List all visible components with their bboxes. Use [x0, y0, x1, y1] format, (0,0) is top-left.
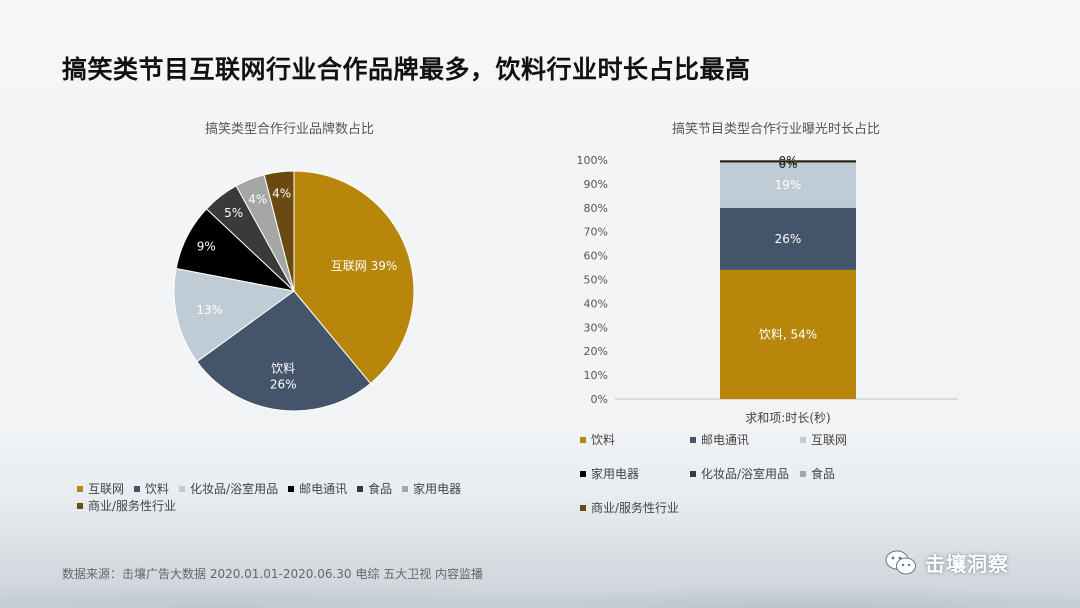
legend-swatch	[77, 502, 83, 509]
bar-legend-item-2: 互联网	[800, 431, 910, 448]
legend-label: 食品	[811, 467, 836, 481]
y-tick-label: 60%	[584, 250, 608, 263]
bar-label-4: 0%	[778, 157, 797, 171]
legend-swatch	[690, 436, 696, 443]
legend-swatch	[580, 504, 586, 511]
pie-label-3: 9%	[197, 239, 216, 253]
legend-label: 商业/服务性行业	[591, 501, 680, 515]
y-tick-label: 100%	[577, 154, 608, 167]
pie-slice-2	[173, 267, 296, 363]
bar-legend-item-5: 食品	[800, 465, 910, 482]
background-wave	[0, 488, 1080, 608]
bar-chart-title: 搞笑节目类型合作行业曝光时长占比	[672, 122, 881, 137]
legend-swatch	[580, 470, 586, 477]
bar-label-2: 19%	[775, 178, 802, 192]
legend-swatch	[77, 485, 83, 492]
pie-slice-0	[293, 170, 415, 385]
y-tick-label: 40%	[584, 297, 608, 310]
brand-name: 击壤洞察	[925, 552, 1009, 576]
legend-swatch	[800, 470, 806, 477]
legend-swatch	[580, 436, 586, 443]
legend-label: 互联网	[88, 482, 125, 496]
pie-legend-item-2: 化妆品/浴室用品	[179, 480, 278, 497]
legend-label: 饮料	[145, 482, 170, 496]
pie-label-6: 4%	[272, 186, 291, 200]
pie-legend-item-6: 商业/服务性行业	[77, 497, 176, 514]
legend-swatch	[134, 485, 141, 492]
page-title: 搞笑类节目互联网行业合作品牌最多，饮料行业时长占比最高	[62, 55, 751, 84]
data-source: 数据来源：击壤广告大数据 2020.01.01-2020.06.30 电综 五大…	[62, 567, 484, 581]
pie-label-5: 4%	[248, 193, 267, 207]
bar-label-0: 饮料, 54%	[759, 327, 817, 341]
bar-segment-1	[720, 207, 856, 270]
pie-slice-6	[263, 170, 295, 292]
legend-swatch	[288, 485, 295, 492]
y-tick-label: 20%	[584, 345, 608, 358]
bar-segment-4	[720, 160, 856, 162]
pie-label-4: 5%	[224, 206, 243, 220]
pie-label-0: 互联网 39%	[331, 259, 398, 273]
pie-chart-title: 搞笑类型合作行业品牌数占比	[205, 122, 375, 137]
bar-segment-6	[720, 160, 856, 161]
pie-legend-item-1: 饮料	[134, 480, 169, 497]
bar-segment-2	[720, 162, 856, 208]
legend-label: 邮电通讯	[299, 482, 348, 496]
y-tick-label: 50%	[584, 274, 608, 287]
bar-label-1: 26%	[775, 232, 802, 246]
legend-label: 食品	[368, 482, 393, 496]
pie-legend-item-5: 家用电器	[402, 480, 461, 497]
legend-label: 化妆品/浴室用品	[190, 482, 279, 496]
bar-legend-item-6: 商业/服务性行业	[580, 499, 690, 516]
brand-watermark: 击壤洞察	[885, 548, 1009, 577]
bar-segment-3	[720, 161, 856, 163]
pie-legend-item-0: 互联网	[77, 480, 124, 497]
bar-legend-item-0: 饮料	[580, 431, 690, 448]
legend-swatch	[690, 470, 696, 477]
y-tick-label: 80%	[584, 202, 608, 215]
legend-label: 饮料	[591, 433, 616, 447]
wechat-icon	[885, 550, 917, 576]
legend-label: 邮电通讯	[701, 433, 750, 447]
pie-legend-item-4: 食品	[357, 480, 392, 497]
pie-label-1: 饮料 26%	[270, 362, 297, 392]
bar-segment-0	[720, 269, 856, 399]
y-tick-label: 10%	[584, 369, 608, 382]
bar-legend-item-1: 邮电通讯	[690, 431, 800, 448]
y-tick-label: 0%	[591, 393, 608, 406]
legend-label: 家用电器	[413, 482, 462, 496]
legend-swatch	[179, 485, 186, 492]
bar-legend-item-3: 家用电器	[580, 465, 690, 482]
legend-label: 互联网	[811, 433, 848, 447]
x-axis-label: 求和项:时长(秒)	[745, 411, 830, 425]
pie-legend: 互联网 饮料 化妆品/浴室用品 邮电通讯 食品 家用电器商业/服务性行业	[77, 480, 537, 514]
legend-label: 家用电器	[591, 467, 640, 481]
y-tick-label: 90%	[584, 178, 608, 191]
pie-label-2: 13%	[196, 303, 223, 317]
legend-swatch	[800, 436, 806, 443]
legend-swatch	[402, 485, 409, 492]
legend-label: 商业/服务性行业	[88, 499, 177, 513]
bar-legend-item-4: 化妆品/浴室用品	[690, 465, 800, 482]
legend-swatch	[357, 485, 364, 492]
bar-legend: 饮料 邮电通讯 互联网家用电器 化妆品/浴室用品 食品商业/服务性行业	[580, 431, 910, 516]
y-tick-label: 70%	[584, 226, 608, 239]
pie-slice-1	[196, 290, 372, 412]
legend-label: 化妆品/浴室用品	[701, 467, 790, 481]
pie-legend-item-3: 邮电通讯	[288, 480, 347, 497]
y-tick-label: 30%	[584, 321, 608, 334]
